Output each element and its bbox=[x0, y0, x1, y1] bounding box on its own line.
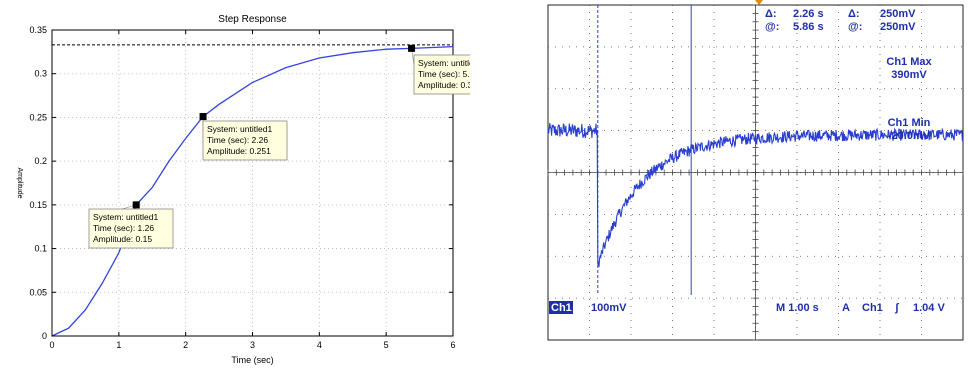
chart-title: Step Response bbox=[218, 14, 287, 25]
y-axis-ticks: 0 0.05 0.1 0.15 0.2 0.25 0.3 0.35 bbox=[29, 25, 453, 341]
measurements-panel: Ch1 Max 390mV Ch1 Min -20.0mV bbox=[886, 56, 932, 142]
timebase: M 1.00 s bbox=[776, 302, 819, 314]
y-axis-label: Amplitude bbox=[16, 167, 23, 198]
measurement-value: -20.0mV bbox=[888, 130, 931, 142]
x-tick-label: 1 bbox=[116, 340, 121, 350]
datatip-marker bbox=[132, 201, 140, 209]
measurement-value: 390mV bbox=[891, 69, 927, 81]
trigger-mode: A bbox=[842, 302, 850, 314]
datatip-box bbox=[413, 54, 470, 95]
y-tick-label: 0.15 bbox=[29, 200, 47, 210]
at-volt-label: @: bbox=[848, 21, 862, 33]
delta-volt-label: Δ: bbox=[848, 8, 860, 20]
datatip-text: Time (sec): 5.38 bbox=[418, 69, 470, 79]
x-axis-ticks: 0 1 2 3 4 5 6 bbox=[49, 30, 456, 350]
datatip-text: Time (sec): 1.26 bbox=[93, 223, 154, 233]
y-tick-label: 0.2 bbox=[34, 156, 47, 166]
ch1-waveform-trace bbox=[547, 122, 964, 267]
x-tick-label: 6 bbox=[450, 340, 455, 350]
y-tick-label: 0.1 bbox=[34, 244, 47, 254]
datatip-text: Amplitude: 0.329 bbox=[418, 80, 470, 90]
scope-status-bar: Ch1 100mV M 1.00 s A Ch1 ʃ 1.04 V bbox=[549, 301, 945, 314]
datatip-box bbox=[88, 208, 174, 249]
y-tick-label: 0.25 bbox=[29, 112, 47, 122]
at-volt-value: 250mV bbox=[880, 21, 916, 33]
x-axis-label: Time (sec) bbox=[231, 355, 273, 365]
datatip-text: System: untitled1 bbox=[418, 58, 470, 68]
scope-graticule bbox=[547, 4, 964, 341]
oscilloscope-screen: Δ: 2.26 s @: 5.86 s Δ: 250mV @: 250mV Ch… bbox=[543, 0, 968, 350]
measurement-name: Ch1 Max bbox=[886, 56, 932, 68]
measurement-name: Ch1 Min bbox=[888, 117, 931, 129]
delta-volt-value: 250mV bbox=[880, 8, 916, 20]
y-tick-label: 0 bbox=[42, 331, 47, 341]
step-response-chart: 0 1 2 3 4 5 6 0 0.05 0.1 0.15 0.2 0.25 0.3 0.35 Syste… bbox=[16, 14, 470, 365]
trigger-position-marker bbox=[755, 0, 763, 5]
channel-badge-label: Ch1 bbox=[551, 302, 572, 314]
datatip-box bbox=[202, 120, 288, 161]
channel-badge bbox=[549, 301, 573, 314]
datatip-marker bbox=[408, 44, 416, 52]
delta-time-value: 2.26 s bbox=[793, 8, 824, 20]
at-time-value: 5.86 s bbox=[793, 21, 824, 33]
datatip-text: System: untitled1 bbox=[207, 124, 272, 134]
y-tick-label: 0.3 bbox=[34, 69, 47, 79]
cursor-readout: Δ: 2.26 s @: 5.86 s Δ: 250mV @: 250mV bbox=[765, 8, 916, 33]
x-tick-label: 2 bbox=[183, 340, 188, 350]
trigger-channel: Ch1 bbox=[862, 302, 883, 314]
x-tick-label: 3 bbox=[250, 340, 255, 350]
grid bbox=[52, 30, 453, 336]
datatip-text: Amplitude: 0.251 bbox=[207, 146, 271, 156]
delta-time-label: Δ: bbox=[765, 8, 777, 20]
datatip-text: System: untitled1 bbox=[93, 212, 158, 222]
x-tick-label: 5 bbox=[384, 340, 389, 350]
x-tick-label: 4 bbox=[317, 340, 322, 350]
datatip-text: Time (sec): 2.26 bbox=[207, 135, 268, 145]
vertical-scale: 100mV bbox=[591, 302, 627, 314]
trigger-slope-icon: ʃ bbox=[894, 302, 900, 314]
step-response-series-line bbox=[51, 45, 454, 337]
trigger-level: 1.04 V bbox=[913, 302, 945, 314]
y-tick-label: 0.05 bbox=[29, 287, 47, 297]
x-tick-label: 0 bbox=[49, 340, 54, 350]
datatip-text: Amplitude: 0.15 bbox=[93, 234, 152, 244]
at-time-label: @: bbox=[765, 21, 779, 33]
datatip-marker bbox=[199, 113, 207, 121]
y-tick-label: 0.35 bbox=[29, 25, 47, 35]
